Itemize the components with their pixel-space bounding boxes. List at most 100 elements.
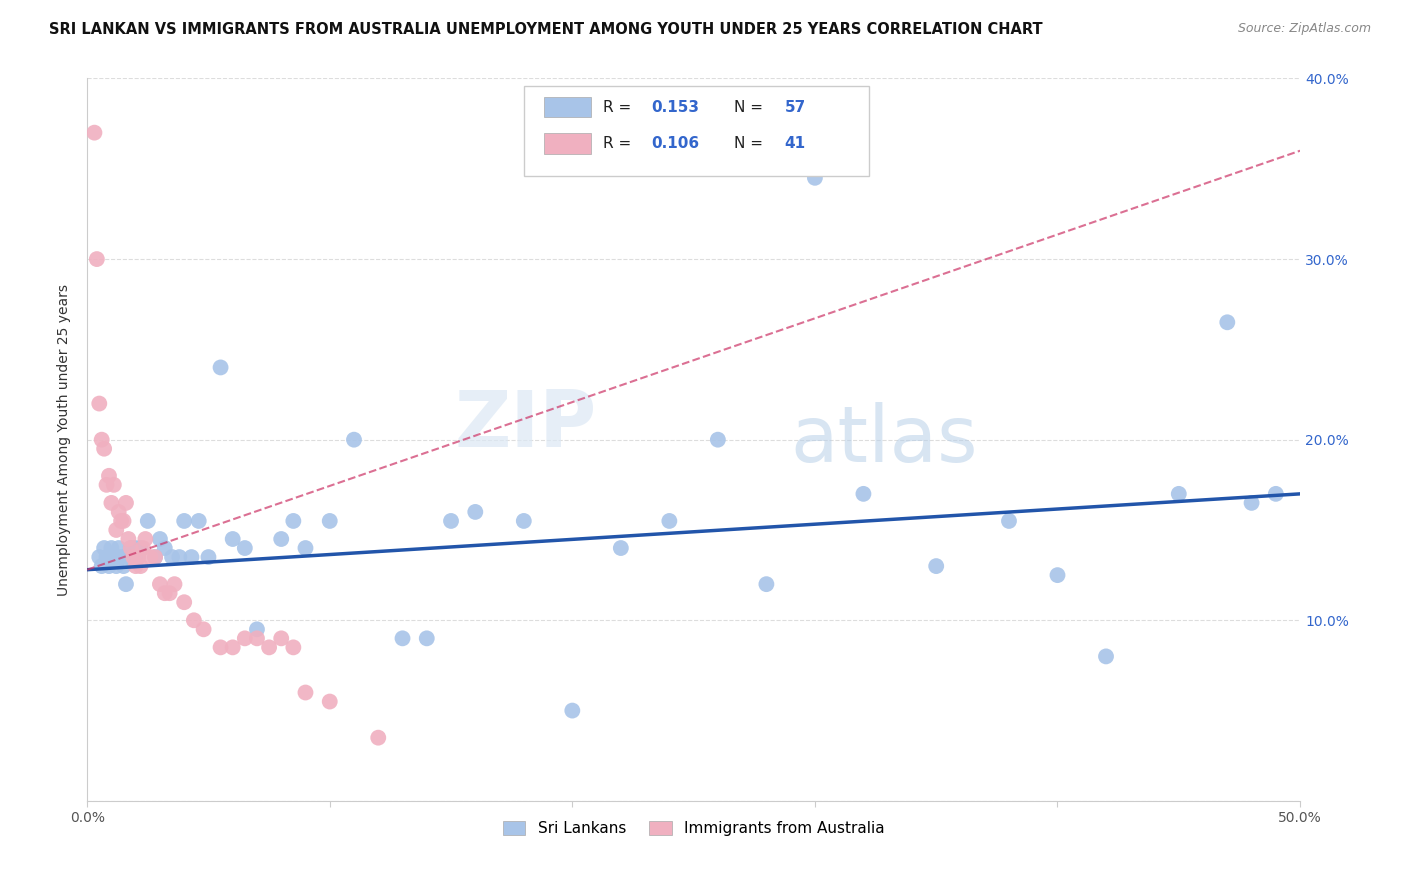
Point: [209, 640, 232, 655]
Point: [183, 613, 205, 627]
Point: [270, 532, 292, 546]
Text: 0.153: 0.153: [651, 100, 699, 115]
Point: [1264, 487, 1286, 501]
Point: [222, 640, 245, 655]
Point: [110, 550, 132, 565]
Point: [136, 514, 159, 528]
Point: [143, 550, 166, 565]
Point: [222, 532, 245, 546]
Point: [110, 514, 132, 528]
Point: [755, 577, 778, 591]
Point: [233, 632, 256, 646]
Point: [246, 632, 269, 646]
Point: [173, 595, 195, 609]
Point: [707, 433, 730, 447]
Point: [294, 685, 316, 699]
Point: [90, 433, 112, 447]
Point: [440, 514, 463, 528]
Point: [129, 541, 152, 555]
Point: [124, 541, 146, 555]
Point: [1216, 315, 1239, 329]
Point: [107, 541, 129, 555]
Point: [124, 559, 146, 574]
Point: [163, 577, 186, 591]
FancyBboxPatch shape: [524, 86, 869, 176]
Text: R =: R =: [603, 136, 636, 151]
Point: [610, 541, 633, 555]
Point: [416, 632, 439, 646]
Text: 57: 57: [785, 100, 806, 115]
Point: [197, 550, 219, 565]
Point: [561, 704, 583, 718]
Point: [83, 126, 105, 140]
Point: [233, 541, 256, 555]
Text: atlas: atlas: [790, 401, 979, 478]
Point: [98, 468, 121, 483]
Text: 41: 41: [785, 136, 806, 151]
Point: [122, 550, 145, 565]
Point: [804, 170, 827, 185]
Point: [132, 541, 155, 555]
Point: [283, 514, 305, 528]
Text: SRI LANKAN VS IMMIGRANTS FROM AUSTRALIA UNEMPLOYMENT AMONG YOUTH UNDER 25 YEARS : SRI LANKAN VS IMMIGRANTS FROM AUSTRALIA …: [49, 22, 1043, 37]
Point: [143, 550, 166, 565]
Point: [1240, 496, 1263, 510]
Point: [391, 632, 413, 646]
Point: [120, 541, 142, 555]
Point: [89, 550, 111, 565]
Point: [343, 433, 366, 447]
Point: [187, 514, 209, 528]
Point: [127, 550, 149, 565]
Point: [89, 396, 111, 410]
Point: [86, 252, 108, 266]
Point: [117, 532, 139, 546]
Point: [90, 559, 112, 574]
Point: [103, 478, 125, 492]
Text: N =: N =: [734, 136, 768, 151]
Point: [105, 523, 128, 537]
Text: R =: R =: [603, 100, 636, 115]
Point: [117, 550, 139, 565]
Point: [925, 559, 948, 574]
Point: [120, 541, 142, 555]
Point: [100, 496, 122, 510]
Point: [852, 487, 875, 501]
Point: [96, 478, 118, 492]
Text: ZIP: ZIP: [454, 387, 596, 463]
Point: [115, 577, 138, 591]
Point: [193, 623, 215, 637]
FancyBboxPatch shape: [544, 134, 591, 153]
Text: 0.106: 0.106: [651, 136, 699, 151]
Point: [246, 623, 269, 637]
Y-axis label: Unemployment Among Youth under 25 years: Unemployment Among Youth under 25 years: [58, 284, 72, 596]
Point: [464, 505, 486, 519]
Point: [129, 559, 152, 574]
Point: [134, 532, 156, 546]
Point: [513, 514, 536, 528]
Point: [153, 541, 176, 555]
Point: [319, 514, 342, 528]
Point: [1167, 487, 1189, 501]
Point: [169, 550, 191, 565]
Point: [93, 541, 115, 555]
Point: [270, 632, 292, 646]
Point: [658, 514, 681, 528]
Point: [173, 514, 195, 528]
Point: [96, 550, 118, 565]
Point: [112, 559, 135, 574]
FancyBboxPatch shape: [544, 97, 591, 118]
Point: [257, 640, 280, 655]
Point: [367, 731, 389, 745]
Point: [122, 550, 145, 565]
Point: [159, 586, 181, 600]
Point: [103, 550, 125, 565]
Point: [283, 640, 305, 655]
Point: [1095, 649, 1118, 664]
Legend: Sri Lankans, Immigrants from Australia: Sri Lankans, Immigrants from Australia: [495, 813, 893, 844]
Point: [149, 532, 172, 546]
Point: [115, 496, 138, 510]
Point: [153, 586, 176, 600]
Point: [998, 514, 1021, 528]
Point: [319, 694, 342, 708]
Point: [149, 577, 172, 591]
